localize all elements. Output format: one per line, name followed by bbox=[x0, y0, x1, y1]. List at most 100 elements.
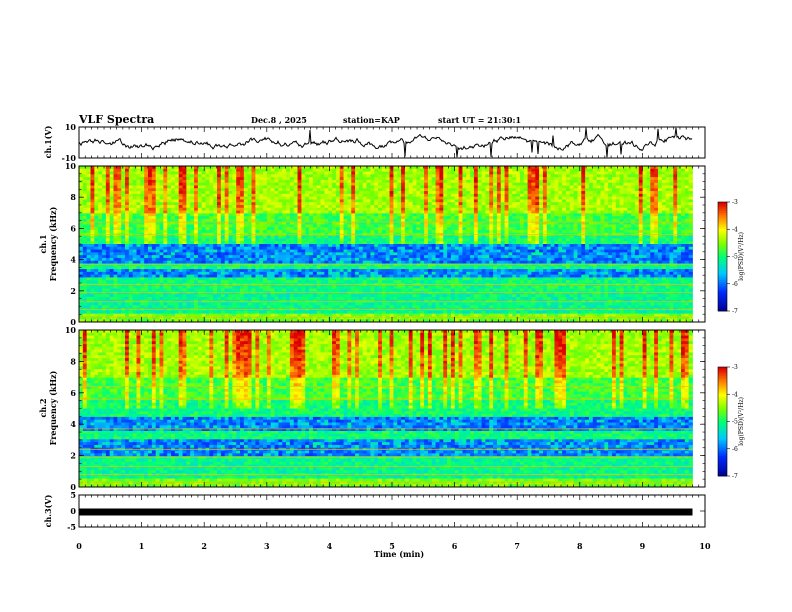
spectrogram-cell bbox=[657, 235, 663, 239]
spectrogram-cell bbox=[608, 213, 613, 217]
spectrogram-cell bbox=[458, 205, 463, 209]
spectrogram-cell bbox=[550, 207, 555, 211]
spectrogram-cell bbox=[282, 193, 287, 198]
spectrogram-cell bbox=[523, 218, 528, 223]
spectrogram-cell bbox=[454, 179, 459, 184]
spectrogram-cell bbox=[527, 213, 532, 217]
spectrogram-cell bbox=[335, 230, 341, 234]
spectrogram-cell bbox=[489, 244, 494, 248]
spectrogram-cell bbox=[489, 196, 494, 200]
spectrogram-cell bbox=[600, 177, 605, 181]
spectrogram-cell bbox=[178, 196, 183, 200]
spectrogram-cell bbox=[519, 235, 525, 239]
spectrogram-cell bbox=[397, 210, 402, 214]
spectrogram-cell bbox=[424, 177, 429, 181]
spectrogram-cell bbox=[263, 241, 268, 245]
spectrogram-cell bbox=[546, 185, 552, 189]
spectrogram-cell bbox=[347, 230, 352, 234]
spectrogram-cell bbox=[508, 188, 513, 192]
spectrogram-cell bbox=[94, 191, 99, 195]
spectrogram-cell bbox=[581, 196, 586, 200]
spectrogram-cell bbox=[680, 188, 686, 192]
spectrogram-cell bbox=[493, 210, 498, 214]
spectrogram-cell bbox=[128, 202, 134, 206]
spectrogram-cell bbox=[270, 199, 275, 203]
spectrogram-cell bbox=[259, 166, 264, 170]
spectrogram-cell bbox=[182, 205, 187, 209]
spectrogram-cell bbox=[673, 227, 678, 231]
spectrogram-cell bbox=[688, 179, 693, 184]
spectrogram-cell bbox=[638, 227, 644, 231]
spectrogram-cell bbox=[339, 193, 344, 198]
spectrogram-cell bbox=[274, 179, 279, 184]
spectrogram-cell bbox=[155, 182, 160, 186]
spectrogram-cell bbox=[98, 205, 103, 209]
spectrogram-cell bbox=[328, 185, 333, 189]
spectrogram-cell bbox=[347, 218, 352, 223]
spectrogram-cell bbox=[194, 244, 199, 248]
spectrogram-cell bbox=[94, 182, 99, 186]
spectrogram-cell bbox=[473, 221, 479, 225]
spectrogram-cell bbox=[539, 207, 544, 211]
spectrogram-cell bbox=[558, 230, 563, 234]
spectrogram-cell bbox=[565, 193, 571, 198]
spectrogram-cell bbox=[619, 199, 624, 203]
spectrogram-cell bbox=[132, 177, 137, 181]
spectrogram-cell bbox=[305, 221, 310, 225]
spectrogram-cell bbox=[324, 168, 329, 172]
spectrogram-cell bbox=[619, 235, 624, 239]
spectrogram-cell bbox=[117, 188, 122, 192]
spectrogram-cell bbox=[439, 218, 444, 223]
spectrogram-cell bbox=[385, 213, 390, 217]
spectrogram-cell bbox=[213, 174, 218, 178]
spectrogram-cell bbox=[98, 235, 103, 239]
spectrogram-cell bbox=[151, 196, 157, 200]
spectrogram-cell bbox=[155, 196, 160, 200]
spectrogram-cell bbox=[592, 179, 598, 184]
spectrogram-cell bbox=[86, 166, 91, 170]
spectrogram-cell bbox=[412, 207, 417, 211]
spectrogram-cell bbox=[171, 207, 176, 211]
spectrogram-cell bbox=[289, 238, 295, 242]
spectrogram-cell bbox=[401, 246, 406, 250]
spectrogram-cell bbox=[159, 210, 164, 214]
spectrogram-cell bbox=[592, 210, 598, 214]
spectrogram-cell bbox=[585, 213, 590, 217]
spectrogram-cell bbox=[680, 210, 686, 214]
spectrogram-cell bbox=[182, 199, 187, 203]
spectrogram-cell bbox=[427, 202, 433, 206]
spectrogram-cell bbox=[128, 252, 134, 256]
spectrogram-cell bbox=[404, 227, 410, 231]
spectrogram-cell bbox=[427, 166, 433, 170]
spectrogram-cell bbox=[98, 188, 103, 192]
spectrogram-cell bbox=[224, 191, 229, 195]
spectrogram-cell bbox=[178, 168, 183, 172]
spectrogram-cell bbox=[481, 202, 486, 206]
spectrogram-cell bbox=[642, 218, 647, 223]
spectrogram-cell bbox=[339, 227, 344, 231]
spectrogram-cell bbox=[519, 224, 525, 228]
spectrogram-cell bbox=[174, 168, 180, 172]
spectrogram-cell bbox=[385, 166, 390, 170]
spectrogram-cell bbox=[650, 174, 655, 178]
spectrogram-cell bbox=[665, 196, 670, 200]
spectrogram-cell bbox=[332, 199, 337, 203]
spectrogram-cell bbox=[174, 246, 180, 250]
spectrogram-cell bbox=[393, 202, 398, 206]
spectrogram-cell bbox=[140, 199, 145, 203]
spectrogram-cell bbox=[447, 230, 452, 234]
spectrogram-cell bbox=[619, 213, 624, 217]
spectrogram-cell bbox=[351, 207, 356, 211]
spectrogram-cell bbox=[412, 249, 417, 253]
spectrogram-cell bbox=[128, 182, 134, 186]
spectrogram-cell bbox=[171, 205, 176, 209]
spectrogram-cell bbox=[669, 249, 674, 253]
spectrogram-cell bbox=[588, 205, 594, 209]
spectrogram-cell bbox=[604, 218, 609, 223]
spectrogram-cell bbox=[174, 185, 180, 189]
spectrogram-cell bbox=[473, 171, 479, 175]
spectrogram-cell bbox=[205, 246, 210, 250]
spectrogram-cell bbox=[420, 205, 425, 209]
spectrogram-cell bbox=[332, 241, 337, 245]
spectrogram-cell bbox=[389, 221, 394, 225]
